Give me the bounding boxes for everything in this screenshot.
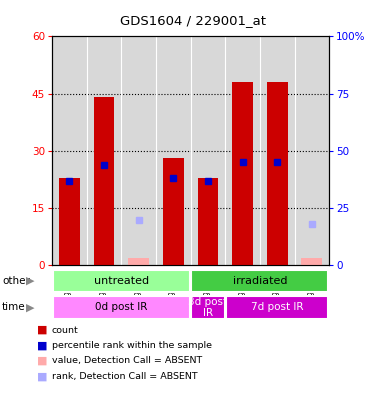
Text: ■: ■: [37, 341, 47, 350]
Bar: [191, 296, 224, 319]
Text: ▶: ▶: [26, 276, 35, 286]
Bar: [226, 296, 328, 319]
Bar: [198, 177, 218, 265]
Text: rank, Detection Call = ABSENT: rank, Detection Call = ABSENT: [52, 372, 198, 381]
Bar: [53, 296, 190, 319]
Text: untreated: untreated: [94, 276, 149, 286]
Text: ■: ■: [37, 371, 47, 381]
Bar: [191, 270, 328, 292]
Text: irradiated: irradiated: [233, 276, 287, 286]
Bar: [163, 158, 184, 265]
Bar: [94, 98, 114, 265]
Text: count: count: [52, 326, 79, 335]
Text: ■: ■: [37, 356, 47, 366]
Text: other: other: [2, 276, 30, 286]
Text: ■: ■: [37, 325, 47, 335]
Bar: [59, 177, 80, 265]
Bar: [128, 258, 149, 265]
Text: 3d post
IR: 3d post IR: [188, 296, 228, 318]
Bar: [267, 82, 288, 265]
Text: 7d post IR: 7d post IR: [251, 303, 303, 312]
Text: ▶: ▶: [26, 303, 35, 312]
Text: 0d post IR: 0d post IR: [95, 303, 147, 312]
Bar: [301, 258, 322, 265]
Bar: [232, 82, 253, 265]
Text: percentile rank within the sample: percentile rank within the sample: [52, 341, 212, 350]
Text: GDS1604 / 229001_at: GDS1604 / 229001_at: [119, 14, 266, 27]
Bar: [53, 270, 190, 292]
Text: value, Detection Call = ABSENT: value, Detection Call = ABSENT: [52, 356, 202, 365]
Text: time: time: [2, 303, 25, 312]
